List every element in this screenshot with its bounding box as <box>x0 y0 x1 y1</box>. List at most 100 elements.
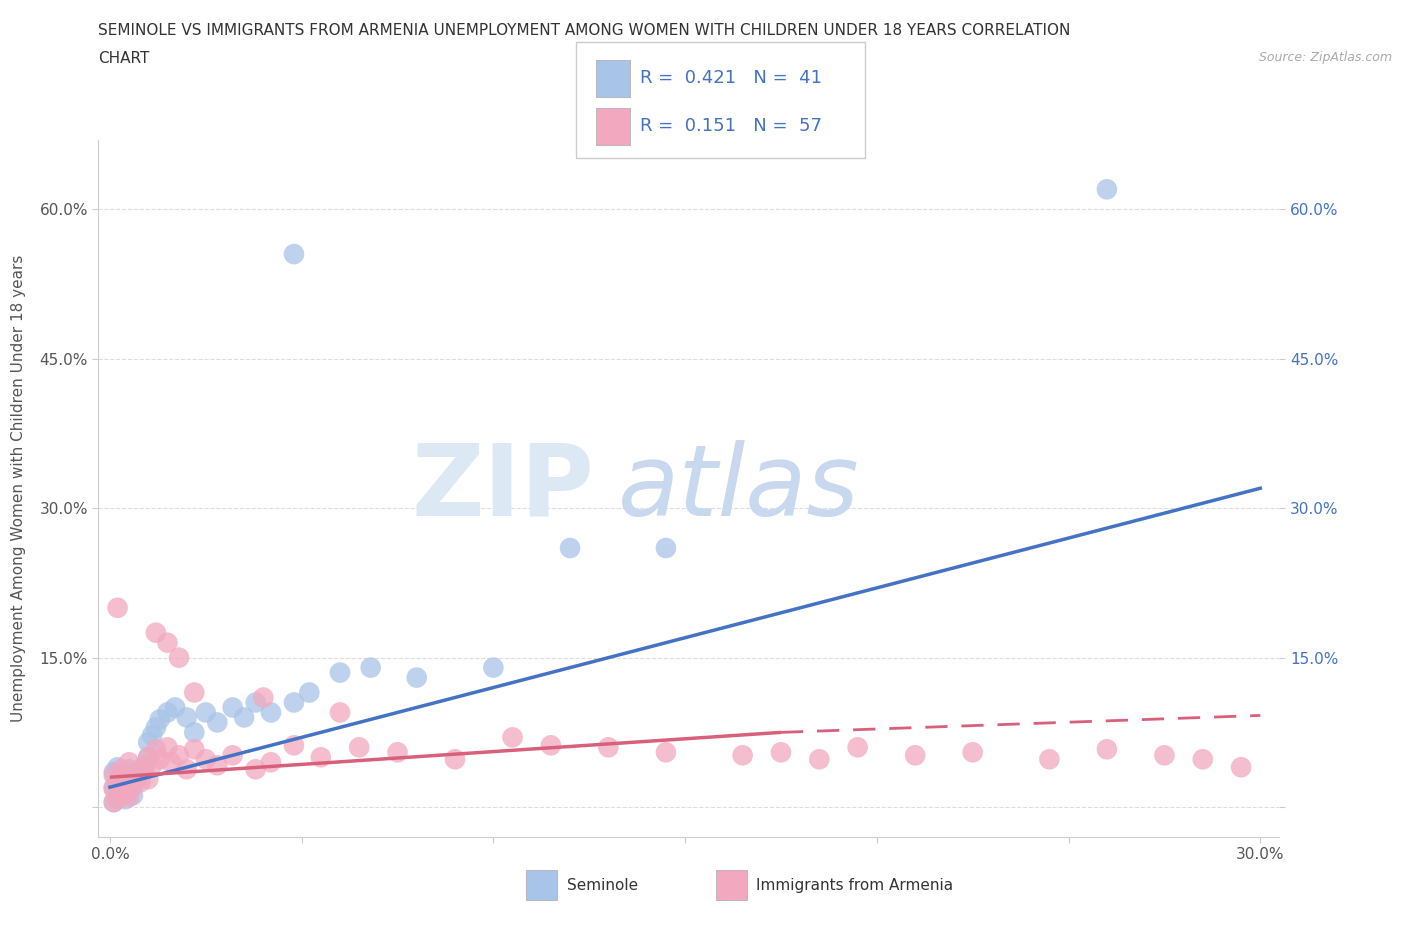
Point <box>221 700 243 715</box>
Point <box>444 751 467 766</box>
Point <box>540 737 562 752</box>
Text: atlas: atlas <box>619 440 859 537</box>
Point <box>141 728 163 743</box>
Point <box>103 768 125 783</box>
Text: Seminole: Seminole <box>567 878 638 893</box>
Point <box>283 737 305 752</box>
Point <box>125 764 148 779</box>
Point <box>207 758 229 773</box>
Point <box>283 695 305 710</box>
Point <box>309 750 332 764</box>
Point <box>110 788 132 803</box>
Point <box>107 760 129 775</box>
Point <box>183 742 205 757</box>
Point <box>655 540 678 555</box>
Point <box>125 772 148 787</box>
Point <box>183 725 205 740</box>
Point <box>1038 751 1060 766</box>
Point <box>145 742 167 757</box>
Point <box>129 764 152 779</box>
Point <box>405 671 427 685</box>
Point <box>114 785 136 800</box>
Text: ZIP: ZIP <box>412 440 595 537</box>
Point <box>160 755 183 770</box>
Point <box>655 745 678 760</box>
Text: CHART: CHART <box>98 51 150 66</box>
Point <box>260 705 283 720</box>
Text: Source: ZipAtlas.com: Source: ZipAtlas.com <box>1258 51 1392 64</box>
Point <box>252 690 274 705</box>
Point <box>122 779 145 794</box>
Point <box>387 745 409 760</box>
Point <box>103 764 125 779</box>
Point <box>167 748 190 763</box>
Point <box>360 660 382 675</box>
Point <box>134 760 156 775</box>
Point <box>107 790 129 804</box>
Point <box>347 740 370 755</box>
Point <box>110 785 132 800</box>
Point <box>136 750 159 764</box>
Point <box>598 740 620 755</box>
Point <box>118 762 141 777</box>
Point <box>846 740 869 755</box>
Point <box>156 635 179 650</box>
Point <box>260 755 283 770</box>
Point <box>118 782 141 797</box>
Point <box>1095 742 1118 757</box>
Point <box>122 788 145 803</box>
Point <box>962 745 984 760</box>
Point <box>136 735 159 750</box>
Text: SEMINOLE VS IMMIGRANTS FROM ARMENIA UNEMPLOYMENT AMONG WOMEN WITH CHILDREN UNDER: SEMINOLE VS IMMIGRANTS FROM ARMENIA UNEM… <box>98 23 1071 38</box>
Point <box>482 660 505 675</box>
Point <box>194 751 217 766</box>
Point <box>1191 751 1213 766</box>
Point <box>558 540 581 555</box>
Point <box>502 730 524 745</box>
Point <box>118 755 141 770</box>
Point <box>110 762 132 777</box>
Point <box>114 770 136 785</box>
Point <box>110 770 132 785</box>
Point <box>136 750 159 764</box>
Point <box>731 748 754 763</box>
Point <box>233 710 256 724</box>
Point <box>207 715 229 730</box>
Point <box>329 705 352 720</box>
Point <box>1153 748 1175 763</box>
Point <box>145 625 167 640</box>
Point <box>103 794 125 809</box>
Point <box>107 601 129 616</box>
Point <box>176 710 198 724</box>
Point <box>194 705 217 720</box>
Point <box>1095 182 1118 197</box>
Point <box>283 246 305 261</box>
Text: R =  0.151   N =  57: R = 0.151 N = 57 <box>640 117 821 136</box>
Point <box>103 782 125 797</box>
Y-axis label: Unemployment Among Women with Children Under 18 years: Unemployment Among Women with Children U… <box>11 255 25 722</box>
Point <box>107 775 129 790</box>
Point <box>114 777 136 792</box>
Point <box>176 762 198 777</box>
Point <box>107 775 129 790</box>
Point <box>136 772 159 787</box>
Point <box>103 794 125 809</box>
Point <box>114 791 136 806</box>
Point <box>118 790 141 804</box>
Point <box>165 700 187 715</box>
Text: R =  0.421   N =  41: R = 0.421 N = 41 <box>640 69 821 87</box>
Point <box>904 748 927 763</box>
Point <box>156 740 179 755</box>
Point <box>149 751 172 766</box>
Point <box>167 650 190 665</box>
Point <box>145 720 167 735</box>
Point <box>808 751 831 766</box>
Point <box>183 685 205 700</box>
Point <box>298 685 321 700</box>
Point <box>221 748 243 763</box>
Point <box>769 745 792 760</box>
Point <box>329 665 352 680</box>
Point <box>141 758 163 773</box>
Point <box>129 775 152 790</box>
Point <box>156 705 179 720</box>
